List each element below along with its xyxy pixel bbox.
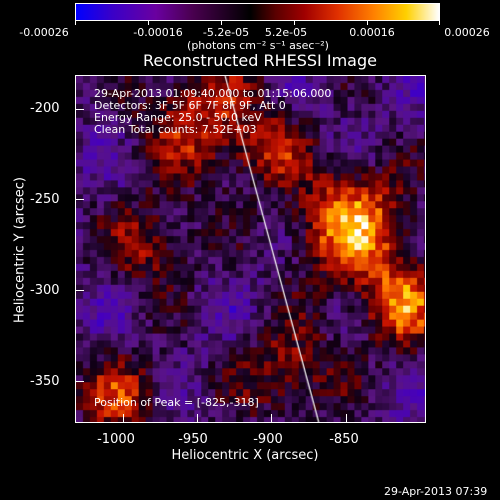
colorbar-tick: [439, 21, 440, 25]
x-tick: [197, 414, 198, 423]
x-tick: [123, 414, 124, 423]
x-tick-label: -850: [329, 432, 359, 447]
colorbar-tick: [221, 21, 222, 25]
x-tick-label: -1000: [97, 432, 135, 447]
info-detectors: Detectors: 3F 5F 6F 7F 8F 9F, Att 0: [94, 99, 286, 112]
peak-position-label: Position of Peak = [-825,-318]: [94, 396, 259, 409]
colorbar-tick-label: -5.2e-05: [202, 26, 250, 39]
colorbar-tick: [75, 21, 76, 25]
colorbar-tick-label: -0.00016: [133, 26, 183, 39]
colorbar-tick-label: -0.00026: [19, 26, 69, 39]
timestamp: 29-Apr-2013 07:39: [384, 485, 488, 498]
y-tick-label: -350: [30, 374, 60, 389]
y-tick-label: -250: [30, 192, 60, 207]
colorbar-tick-label: 0.00016: [349, 26, 395, 39]
y-tick: [75, 199, 84, 200]
colorbar: [75, 3, 440, 21]
y-tick-label: -300: [30, 283, 60, 298]
info-time-range: 29-Apr-2013 01:09:40.000 to 01:15:06.000: [94, 87, 332, 100]
y-tick: [75, 109, 84, 110]
info-energy-range: Energy Range: 25.0 - 50.0 keV: [94, 111, 262, 124]
image-plot-area: [75, 75, 426, 423]
colorbar-tick: [294, 21, 295, 25]
colorbar-tick-label: 0.00026: [444, 26, 490, 39]
x-tick-label: -950: [178, 432, 208, 447]
rhessi-image: [76, 76, 425, 422]
colorbar-tick-label: 5.2e-05: [264, 26, 308, 39]
colorbar-unit-label: (photons cm⁻² s⁻¹ asec⁻²): [187, 39, 329, 52]
x-axis-label: Heliocentric X (arcsec): [171, 448, 319, 463]
y-axis-label: Heliocentric Y (arcsec): [12, 177, 28, 323]
y-tick: [75, 290, 84, 291]
colorbar-tick: [367, 21, 368, 25]
x-tick-label: -900: [253, 432, 283, 447]
x-tick: [271, 414, 272, 423]
info-clean-counts: Clean Total counts: 7.52E+03: [94, 123, 257, 136]
y-tick-label: -200: [30, 101, 60, 116]
colorbar-tick: [148, 21, 149, 25]
image-title: Reconstructed RHESSI Image: [143, 51, 377, 70]
y-tick: [75, 381, 84, 382]
x-tick: [346, 414, 347, 423]
